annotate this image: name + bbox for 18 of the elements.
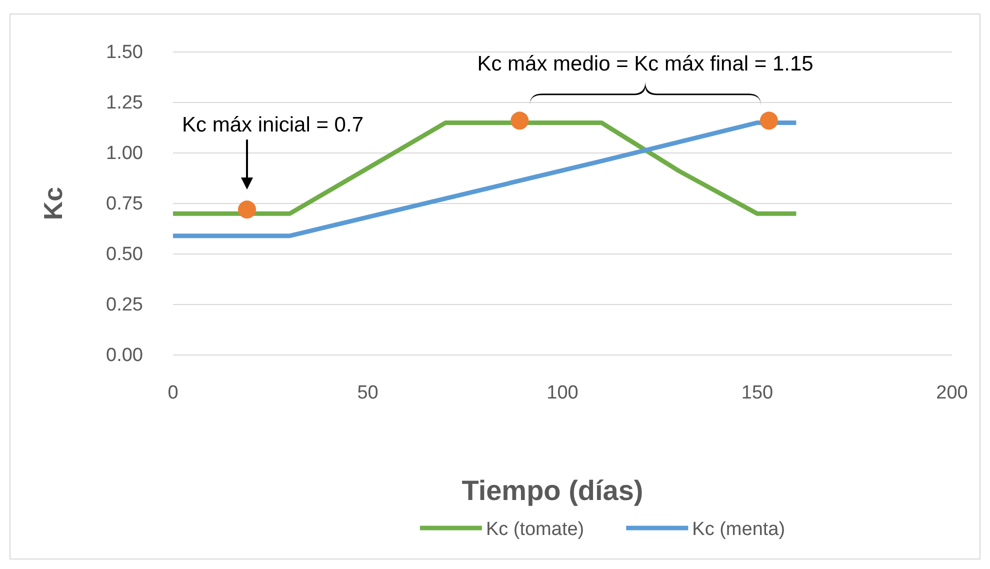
x-tick-label: 150 <box>741 382 774 404</box>
y-axis-title: Kc <box>38 186 68 220</box>
y-tick-label: 0.75 <box>106 194 143 215</box>
x-tick-label: 0 <box>168 382 178 404</box>
y-tick-label: 0.25 <box>106 294 143 316</box>
x-tick-label: 200 <box>936 382 968 404</box>
y-tick-label: 0.50 <box>106 244 143 266</box>
annotation: Kc máx inicial = 0.7 <box>182 114 364 137</box>
y-tick-label: 1.25 <box>106 92 143 114</box>
y-tick-label: 1.50 <box>106 42 143 64</box>
annotation: Kc máx medio = Kc máx final = 1.15 <box>477 52 814 76</box>
x-axis-title: Tiempo (días) <box>462 475 644 506</box>
y-tick-label: 0.00 <box>106 345 143 366</box>
x-tick-label: 100 <box>546 382 578 404</box>
x-tick-label: 50 <box>357 382 378 404</box>
legend-label: Kc (tomate) <box>486 519 584 540</box>
legend-label: Kc (menta) <box>692 519 786 540</box>
y-tick-label: 1.00 <box>106 143 143 164</box>
